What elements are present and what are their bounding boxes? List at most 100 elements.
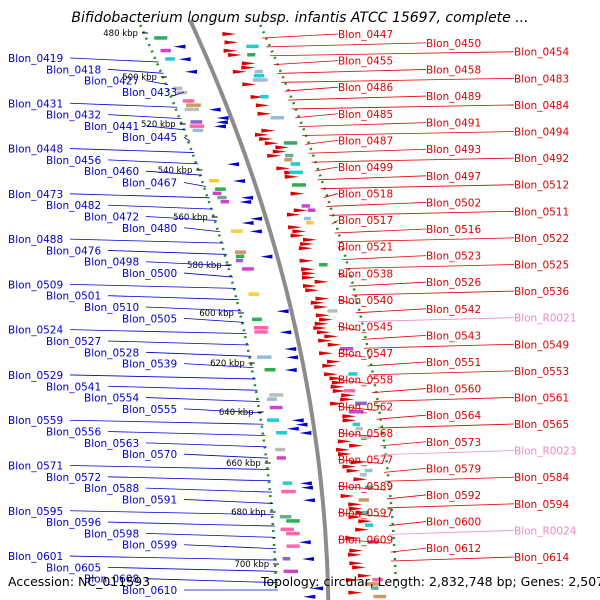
gene-label[interactable]: Blon_0564 (426, 410, 481, 422)
gene-label[interactable]: Blon_0527 (46, 336, 101, 348)
gene-label[interactable]: Blon_0577 (338, 454, 393, 466)
gene-label[interactable]: Blon_0522 (514, 233, 569, 245)
gene-label[interactable]: Blon_0492 (514, 153, 569, 165)
gene-label[interactable]: Blon_0502 (426, 197, 481, 209)
gene-label[interactable]: Blon_R0023 (514, 446, 576, 458)
gene-label[interactable]: Blon_0511 (514, 206, 569, 218)
gene-label[interactable]: Blon_0526 (426, 277, 481, 289)
gene-label[interactable]: Blon_0591 (122, 494, 177, 506)
gene-label[interactable]: Blon_0542 (426, 304, 481, 316)
gene-label[interactable]: Blon_0441 (84, 121, 139, 133)
gene-label[interactable]: Blon_0599 (122, 540, 177, 552)
gene-label[interactable]: Blon_0445 (122, 132, 177, 144)
gene-label[interactable]: Blon_0431 (8, 98, 63, 110)
gene-label[interactable]: Blon_0553 (514, 366, 569, 378)
gene-label[interactable]: Blon_0524 (8, 325, 63, 337)
gene-label[interactable]: Blon_0528 (84, 347, 139, 359)
gene-label[interactable]: Blon_0605 (46, 562, 101, 574)
gene-label[interactable]: Blon_0516 (426, 224, 481, 236)
gene-label[interactable]: Blon_0491 (426, 118, 481, 130)
gene-label[interactable]: Blon_0472 (84, 211, 139, 223)
gene-label[interactable]: Blon_0419 (8, 53, 63, 65)
gene-label[interactable]: Blon_0545 (338, 322, 393, 334)
gene-label[interactable]: Blon_0610 (122, 585, 177, 597)
gene-label[interactable]: Blon_0614 (514, 552, 569, 564)
gene-label[interactable]: Blon_0454 (514, 47, 569, 59)
gene-label[interactable]: Blon_0573 (426, 437, 481, 449)
gene-label[interactable]: Blon_0572 (46, 472, 101, 484)
gene-label[interactable]: Blon_0570 (122, 449, 177, 461)
gene-label[interactable]: Blon_0484 (514, 100, 569, 112)
gene-label[interactable]: Blon_0547 (338, 348, 393, 360)
gene-label[interactable]: Blon_0560 (426, 384, 481, 396)
gene-label[interactable]: Blon_0594 (514, 499, 569, 511)
gene-label[interactable]: Blon_0488 (8, 234, 63, 246)
gene-label[interactable]: Blon_0554 (84, 393, 139, 405)
gene-label[interactable]: Blon_0561 (514, 392, 569, 404)
gene-label[interactable]: Blon_0598 (84, 528, 139, 540)
gene-label[interactable]: Blon_0480 (122, 223, 177, 235)
gene-label[interactable]: Blon_0543 (426, 330, 481, 342)
gene-label[interactable]: Blon_0555 (122, 404, 177, 416)
gene-label[interactable]: Blon_R0024 (514, 525, 577, 537)
gene-label[interactable]: Blon_0512 (514, 180, 569, 192)
gene-label[interactable]: Blon_0456 (46, 155, 101, 167)
gene-label[interactable]: Blon_R0021 (514, 313, 576, 325)
gene-label[interactable]: Blon_0597 (338, 508, 393, 520)
gene-label[interactable]: Blon_0447 (338, 29, 393, 41)
gene-label[interactable]: Blon_0579 (426, 463, 481, 475)
gene-label[interactable]: Blon_0485 (338, 109, 393, 121)
gene-label[interactable]: Blon_0541 (46, 381, 101, 393)
gene-label[interactable]: Blon_0432 (46, 110, 101, 122)
gene-label[interactable]: Blon_0571 (8, 460, 63, 472)
gene-label[interactable]: Blon_0467 (122, 178, 177, 190)
gene-label[interactable]: Blon_0482 (46, 200, 101, 212)
gene-label[interactable]: Blon_0595 (8, 506, 63, 518)
gene-label[interactable]: Blon_0608 (84, 574, 139, 586)
gene-label[interactable]: Blon_0529 (8, 370, 63, 382)
gene-label[interactable]: Blon_0601 (8, 551, 63, 563)
gene-label[interactable]: Blon_0556 (46, 427, 101, 439)
gene-label[interactable]: Blon_0473 (8, 189, 63, 201)
gene-label[interactable]: Blon_0494 (514, 127, 569, 139)
gene-label[interactable]: Blon_0510 (84, 302, 139, 314)
gene-label[interactable]: Blon_0487 (338, 135, 393, 147)
gene-label[interactable]: Blon_0501 (46, 291, 101, 303)
gene-label[interactable]: Blon_0562 (338, 401, 393, 413)
gene-label[interactable]: Blon_0427 (84, 76, 139, 88)
gene-label[interactable]: Blon_0596 (46, 517, 101, 529)
gene-label[interactable]: Blon_0418 (46, 64, 101, 76)
gene-label[interactable]: Blon_0538 (338, 268, 393, 280)
gene-label[interactable]: Blon_0455 (338, 56, 393, 68)
gene-label[interactable]: Blon_0609 (338, 534, 393, 546)
gene-label[interactable]: Blon_0505 (122, 313, 177, 325)
gene-label[interactable]: Blon_0565 (514, 419, 569, 431)
gene-label[interactable]: Blon_0600 (426, 517, 481, 529)
gene-label[interactable]: Blon_0499 (338, 162, 393, 174)
gene-label[interactable]: Blon_0540 (338, 295, 393, 307)
gene-label[interactable]: Blon_0448 (8, 144, 63, 156)
gene-label[interactable]: Blon_0558 (338, 375, 393, 387)
gene-label[interactable]: Blon_0588 (84, 483, 139, 495)
gene-label[interactable]: Blon_0458 (426, 64, 481, 76)
gene-label[interactable]: Blon_0523 (426, 251, 481, 263)
gene-label[interactable]: Blon_0539 (122, 359, 177, 371)
gene-label[interactable]: Blon_0509 (8, 279, 63, 291)
gene-label[interactable]: Blon_0460 (84, 166, 139, 178)
gene-label[interactable]: Blon_0476 (46, 245, 101, 257)
gene-label[interactable]: Blon_0500 (122, 268, 177, 280)
gene-label[interactable]: Blon_0486 (338, 82, 393, 94)
gene-label[interactable]: Blon_0498 (84, 257, 139, 269)
gene-label[interactable]: Blon_0493 (426, 144, 481, 156)
gene-label[interactable]: Blon_0497 (426, 171, 481, 183)
gene-label[interactable]: Blon_0568 (338, 428, 393, 440)
gene-label[interactable]: Blon_0450 (426, 38, 481, 50)
gene-label[interactable]: Blon_0559 (8, 415, 63, 427)
gene-label[interactable]: Blon_0549 (514, 339, 569, 351)
gene-label[interactable]: Blon_0592 (426, 490, 481, 502)
gene-label[interactable]: Blon_0483 (514, 73, 569, 85)
gene-label[interactable]: Blon_0536 (514, 286, 569, 298)
gene-label[interactable]: Blon_0612 (426, 543, 481, 555)
gene-label[interactable]: Blon_0517 (338, 215, 393, 227)
gene-label[interactable]: Blon_0563 (84, 438, 139, 450)
